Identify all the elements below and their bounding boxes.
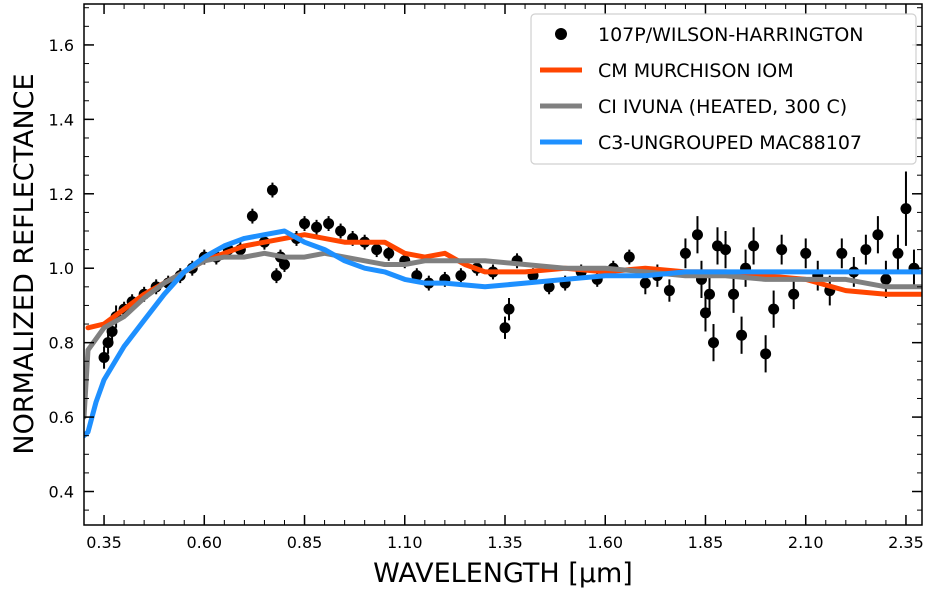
legend-label: CI IVUNA (HEATED, 300 C) (598, 96, 847, 118)
data-point (270, 270, 282, 282)
data-point (106, 325, 118, 337)
y-tick-label: 0.4 (49, 483, 74, 502)
data-point (543, 281, 555, 293)
data-point (720, 244, 732, 256)
series-line (84, 228, 922, 439)
y-axis-title: NORMALIZED REFLECTANCE (9, 73, 40, 454)
x-tick-label: 2.35 (888, 533, 924, 552)
data-point (892, 247, 904, 259)
data-point (98, 352, 110, 364)
plot-clip-group (84, 171, 922, 439)
x-tick-label: 2.10 (788, 533, 824, 552)
data-point (800, 247, 812, 259)
data-point (246, 210, 258, 222)
data-point (776, 244, 788, 256)
data-point (679, 247, 691, 259)
data-point (836, 247, 848, 259)
data-point (639, 277, 651, 289)
y-tick-label: 0.8 (49, 334, 74, 353)
data-point (736, 329, 748, 341)
x-tick-label: 1.60 (587, 533, 623, 552)
x-tick-label: 0.60 (186, 533, 222, 552)
data-point (788, 288, 800, 300)
legend-label: CM MURCHISON IOM (598, 60, 794, 82)
x-tick-label: 1.10 (387, 533, 423, 552)
data-point (311, 221, 323, 233)
data-point (323, 218, 335, 230)
data-point (102, 337, 114, 349)
data-point (900, 203, 912, 215)
data-point (623, 251, 635, 263)
x-tick-label: 0.85 (287, 533, 323, 552)
data-point (872, 229, 884, 241)
x-tick-label: 1.85 (688, 533, 724, 552)
data-point (880, 273, 892, 285)
data-point (383, 247, 395, 259)
data-point (663, 285, 675, 297)
data-point (860, 244, 872, 256)
data-point (335, 225, 347, 237)
data-point (455, 270, 467, 282)
x-axis-title: WAVELENGTH [μm] (373, 558, 633, 589)
data-point (760, 348, 772, 360)
data-point (748, 240, 760, 252)
legend-label: C3-UNGROUPED MAC88107 (598, 132, 862, 154)
series-line (84, 250, 922, 420)
y-tick-label: 1.0 (49, 259, 74, 278)
data-point (699, 307, 711, 319)
data-point (411, 270, 423, 282)
plot-area (84, 171, 922, 439)
legend-box (530, 13, 917, 165)
data-point (768, 303, 780, 315)
data-point (708, 337, 720, 349)
data-point (371, 244, 383, 256)
legend-marker (555, 28, 567, 40)
data-point (499, 322, 511, 334)
data-point (266, 184, 278, 196)
x-tick-label: 1.35 (487, 533, 523, 552)
axes: 0.35 0.60 0.85 1.10 1.35 1.60 1.85 2.10 2.35 0.4 0… (49, 3, 924, 552)
y-tick-label: 1.2 (49, 185, 74, 204)
data-point (503, 303, 515, 315)
legend: 107P/WILSON-HARRINGTON CM MURCHISON IOM CI… (530, 13, 917, 165)
plot-frame (83, 3, 923, 526)
legend-label: 107P/WILSON-HARRINGTON (598, 24, 864, 46)
y-tick-label: 1.6 (49, 36, 74, 55)
data-point (691, 229, 703, 241)
data-point (299, 218, 311, 230)
x-tick-label: 0.35 (86, 533, 122, 552)
data-point (278, 259, 290, 270)
data-point (728, 288, 740, 300)
y-tick-label: 0.6 (49, 408, 74, 427)
data-point (703, 288, 715, 300)
y-tick-label: 1.4 (49, 110, 74, 129)
